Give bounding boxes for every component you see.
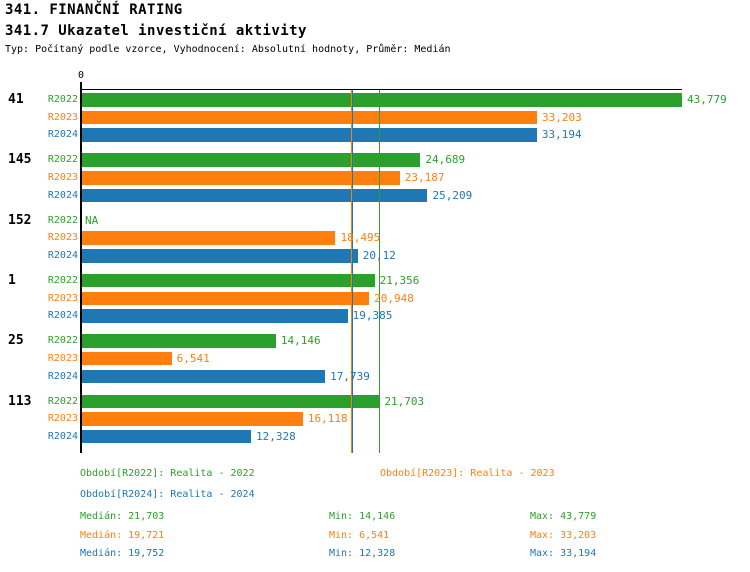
bar-value-label: 33,194	[541, 128, 582, 142]
bar-145-r2023	[82, 171, 400, 185]
bar-value-label: 20,12	[362, 249, 396, 262]
x-axis-zero-label: 0	[77, 70, 85, 81]
group-label-113: 113	[8, 393, 32, 409]
bar-value-label: 17,739	[330, 369, 370, 383]
stat-min-r2024: Min: 12,328	[329, 548, 396, 559]
bar-value-label: 33,203	[542, 110, 582, 124]
bar-value-label: 24,689	[425, 153, 466, 167]
indicator-title: 341.7 Ukazatel investiční aktivity	[5, 23, 307, 39]
group-label-25: 25	[8, 333, 24, 349]
stat-max-r2023: Max: 33,203	[530, 529, 597, 541]
stat-max-r2022: Max: 43,779	[530, 511, 597, 522]
row-label-r2023: R2023	[47, 111, 78, 123]
stat-max-r2024: Max: 33,194	[530, 548, 597, 559]
stat-median-r2024: Medián: 19,752	[80, 548, 165, 559]
legend-item-r2024: Období[R2024]: Realita - 2024	[80, 489, 255, 500]
bar-value-label: 14,146	[280, 334, 321, 348]
group-label-1: 1	[8, 272, 16, 288]
bar-145-r2022	[82, 153, 421, 167]
median-line-r2022	[378, 90, 381, 453]
bar-41-r2023	[82, 110, 538, 125]
row-label-r2022: R2022	[47, 395, 78, 407]
x-axis-line	[80, 88, 682, 90]
bar-value-label: 21,356	[379, 273, 420, 287]
bar-25-r2024	[82, 369, 326, 384]
bar-value-label: 23,187	[404, 171, 445, 184]
bar-1-r2022	[82, 273, 375, 288]
legend-item-r2022: Období[R2022]: Realita - 2022	[80, 468, 255, 479]
row-label-r2023: R2023	[47, 352, 78, 364]
row-label-r2022: R2022	[47, 274, 78, 286]
row-label-r2023: R2023	[47, 172, 78, 183]
row-label-r2024: R2024	[47, 310, 78, 322]
row-label-r2022: R2022	[47, 94, 78, 105]
na-label: NA	[85, 213, 99, 227]
row-label-r2023: R2023	[47, 292, 78, 304]
report-title: 341. FINANČNÍ RATING	[5, 2, 183, 18]
bar-value-label: 12,328	[255, 429, 296, 443]
group-label-152: 152	[8, 212, 32, 228]
row-label-r2024: R2024	[47, 129, 78, 141]
bar-41-r2022	[82, 93, 682, 107]
stat-median-r2022: Medián: 21,703	[80, 511, 165, 522]
bar-152-r2023	[82, 231, 336, 245]
row-label-r2024: R2024	[47, 430, 78, 442]
row-label-r2023: R2023	[47, 232, 78, 244]
chart-meta-line: Typ: Počítaný podle vzorce, Vyhodnocení:…	[5, 44, 451, 55]
stat-median-r2023: Medián: 19,721	[80, 529, 165, 541]
bar-113-r2024	[82, 429, 251, 444]
group-label-41: 41	[8, 92, 24, 107]
bar-113-r2022	[82, 394, 380, 408]
bar-value-label: 16,118	[307, 412, 348, 426]
bar-145-r2024	[82, 188, 428, 203]
bar-1-r2024	[82, 309, 348, 323]
row-label-r2022: R2022	[47, 335, 78, 347]
row-label-r2022: R2022	[47, 154, 78, 166]
bar-152-r2024	[82, 249, 358, 263]
bar-25-r2022	[82, 334, 276, 348]
group-label-145: 145	[8, 152, 32, 168]
bar-value-label: 6,541	[176, 351, 210, 365]
bar-41-r2024	[82, 128, 537, 142]
row-label-r2024: R2024	[47, 189, 78, 201]
row-label-r2023: R2023	[47, 413, 78, 425]
stat-min-r2022: Min: 14,146	[329, 511, 396, 522]
legend-item-r2023: Období[R2023]: Realita - 2023	[380, 468, 555, 479]
bar-value-label: 21,703	[384, 394, 425, 408]
row-label-r2022: R2022	[47, 214, 78, 226]
bar-value-label: 43,779	[687, 93, 727, 106]
median-line-r2024	[351, 90, 354, 453]
bar-25-r2023	[82, 351, 172, 366]
bar-113-r2023	[82, 412, 303, 426]
row-label-r2024: R2024	[47, 250, 78, 261]
bar-value-label: 20,948	[374, 291, 414, 305]
bar-value-label: 19,385	[352, 309, 393, 323]
bar-value-label: 18,495	[340, 231, 381, 245]
stat-min-r2023: Min: 6,541	[329, 529, 390, 541]
bar-1-r2023	[82, 291, 370, 306]
bar-value-label: 25,209	[432, 188, 473, 202]
y-axis-line	[80, 82, 82, 453]
row-label-r2024: R2024	[47, 370, 78, 382]
